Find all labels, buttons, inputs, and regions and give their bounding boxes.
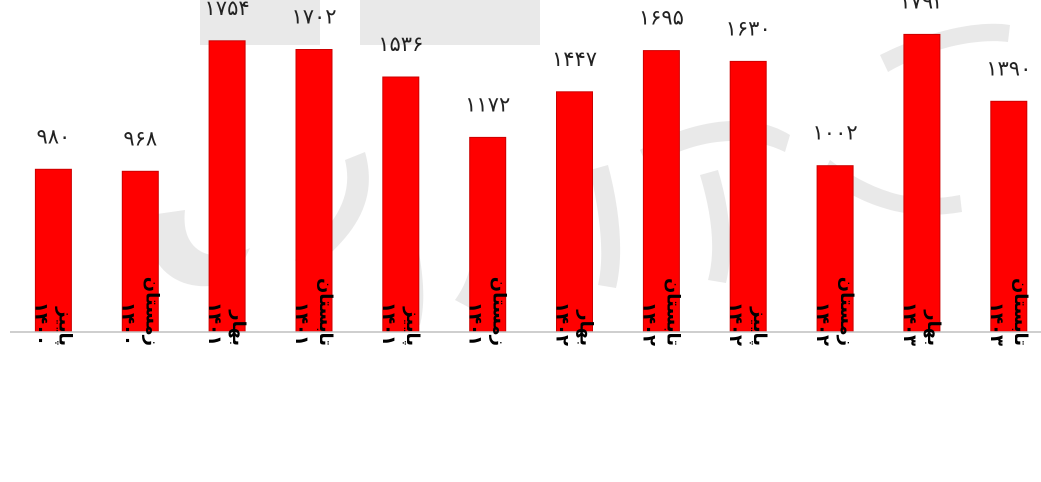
category-year-label: ۱۴۰۱ <box>291 302 312 346</box>
category-year-label: ۱۴۰۱ <box>378 302 399 346</box>
data-label: ۱۷۵۴ <box>205 0 250 20</box>
category-season-label: زمستان <box>489 277 510 346</box>
bars-layer <box>34 33 1028 333</box>
bar <box>990 100 1028 333</box>
category-year-label: ۱۴۰۰ <box>30 302 51 346</box>
bar <box>382 76 420 333</box>
bar <box>903 33 941 333</box>
data-label: ۱۰۰۲ <box>813 121 858 145</box>
category-year-label: ۱۴۰۳ <box>986 302 1007 346</box>
category-year-label: ۱۴۰۲ <box>812 302 833 346</box>
category-season-label: تابستان <box>1010 278 1031 346</box>
value-labels-layer: ۹۸۰ ۹۶۸ ۱۷۵۴ ۱۷۰۲ ۱۵۳۶ ۱۱۷۲ ۱۴۴۷ ۱۶۹۵ ۱۶۳۰ ۱۰۰۲ ۱۷… <box>36 0 1031 150</box>
bar <box>34 168 72 333</box>
category-year-label: ۱۴۰۲ <box>725 302 746 346</box>
data-label: ۱۶۳۰ <box>726 16 771 40</box>
data-label: ۱۳۹۰ <box>986 56 1031 80</box>
category-year-label: ۱۴۰۳ <box>899 302 920 346</box>
category-season-label: پاییز <box>402 306 423 346</box>
category-season-label: تابستان <box>662 278 683 346</box>
bar <box>121 170 159 333</box>
data-label: ۹۶۸ <box>123 126 157 150</box>
bar <box>729 60 767 333</box>
data-label: ۹۸۰ <box>36 124 70 148</box>
bar <box>469 136 507 333</box>
category-year-label: ۱۴۰۰ <box>117 302 138 346</box>
category-season-label: پاییز <box>749 306 770 346</box>
data-label: ۱۵۳۶ <box>378 32 423 56</box>
category-season-label: پاییز <box>54 306 75 346</box>
data-label: ۱۴۴۷ <box>552 47 597 71</box>
category-season-label: بهار <box>228 309 249 346</box>
category-season-label: زمستان <box>836 277 857 346</box>
bar <box>208 40 246 333</box>
bar <box>642 50 680 333</box>
category-year-label: ۱۴۰۱ <box>465 302 486 346</box>
category-year-label: ۱۴۰۱ <box>204 302 225 346</box>
data-label: ۱۱۷۲ <box>465 92 510 116</box>
category-year-label: ۱۴۰۲ <box>552 302 573 346</box>
category-year-label: ۱۴۰۲ <box>638 302 659 346</box>
data-label: ۱۷۹۳ <box>899 0 944 13</box>
category-season-label: بهار <box>576 309 597 346</box>
data-label: ۱۶۹۵ <box>639 6 684 30</box>
bar <box>816 165 854 333</box>
data-label: ۱۷۰۲ <box>291 5 336 29</box>
bar <box>295 49 333 333</box>
category-season-label: بهار <box>923 309 944 346</box>
category-season-label: تابستان <box>315 278 336 346</box>
bar <box>556 91 593 333</box>
category-season-label: زمستان <box>141 277 162 346</box>
